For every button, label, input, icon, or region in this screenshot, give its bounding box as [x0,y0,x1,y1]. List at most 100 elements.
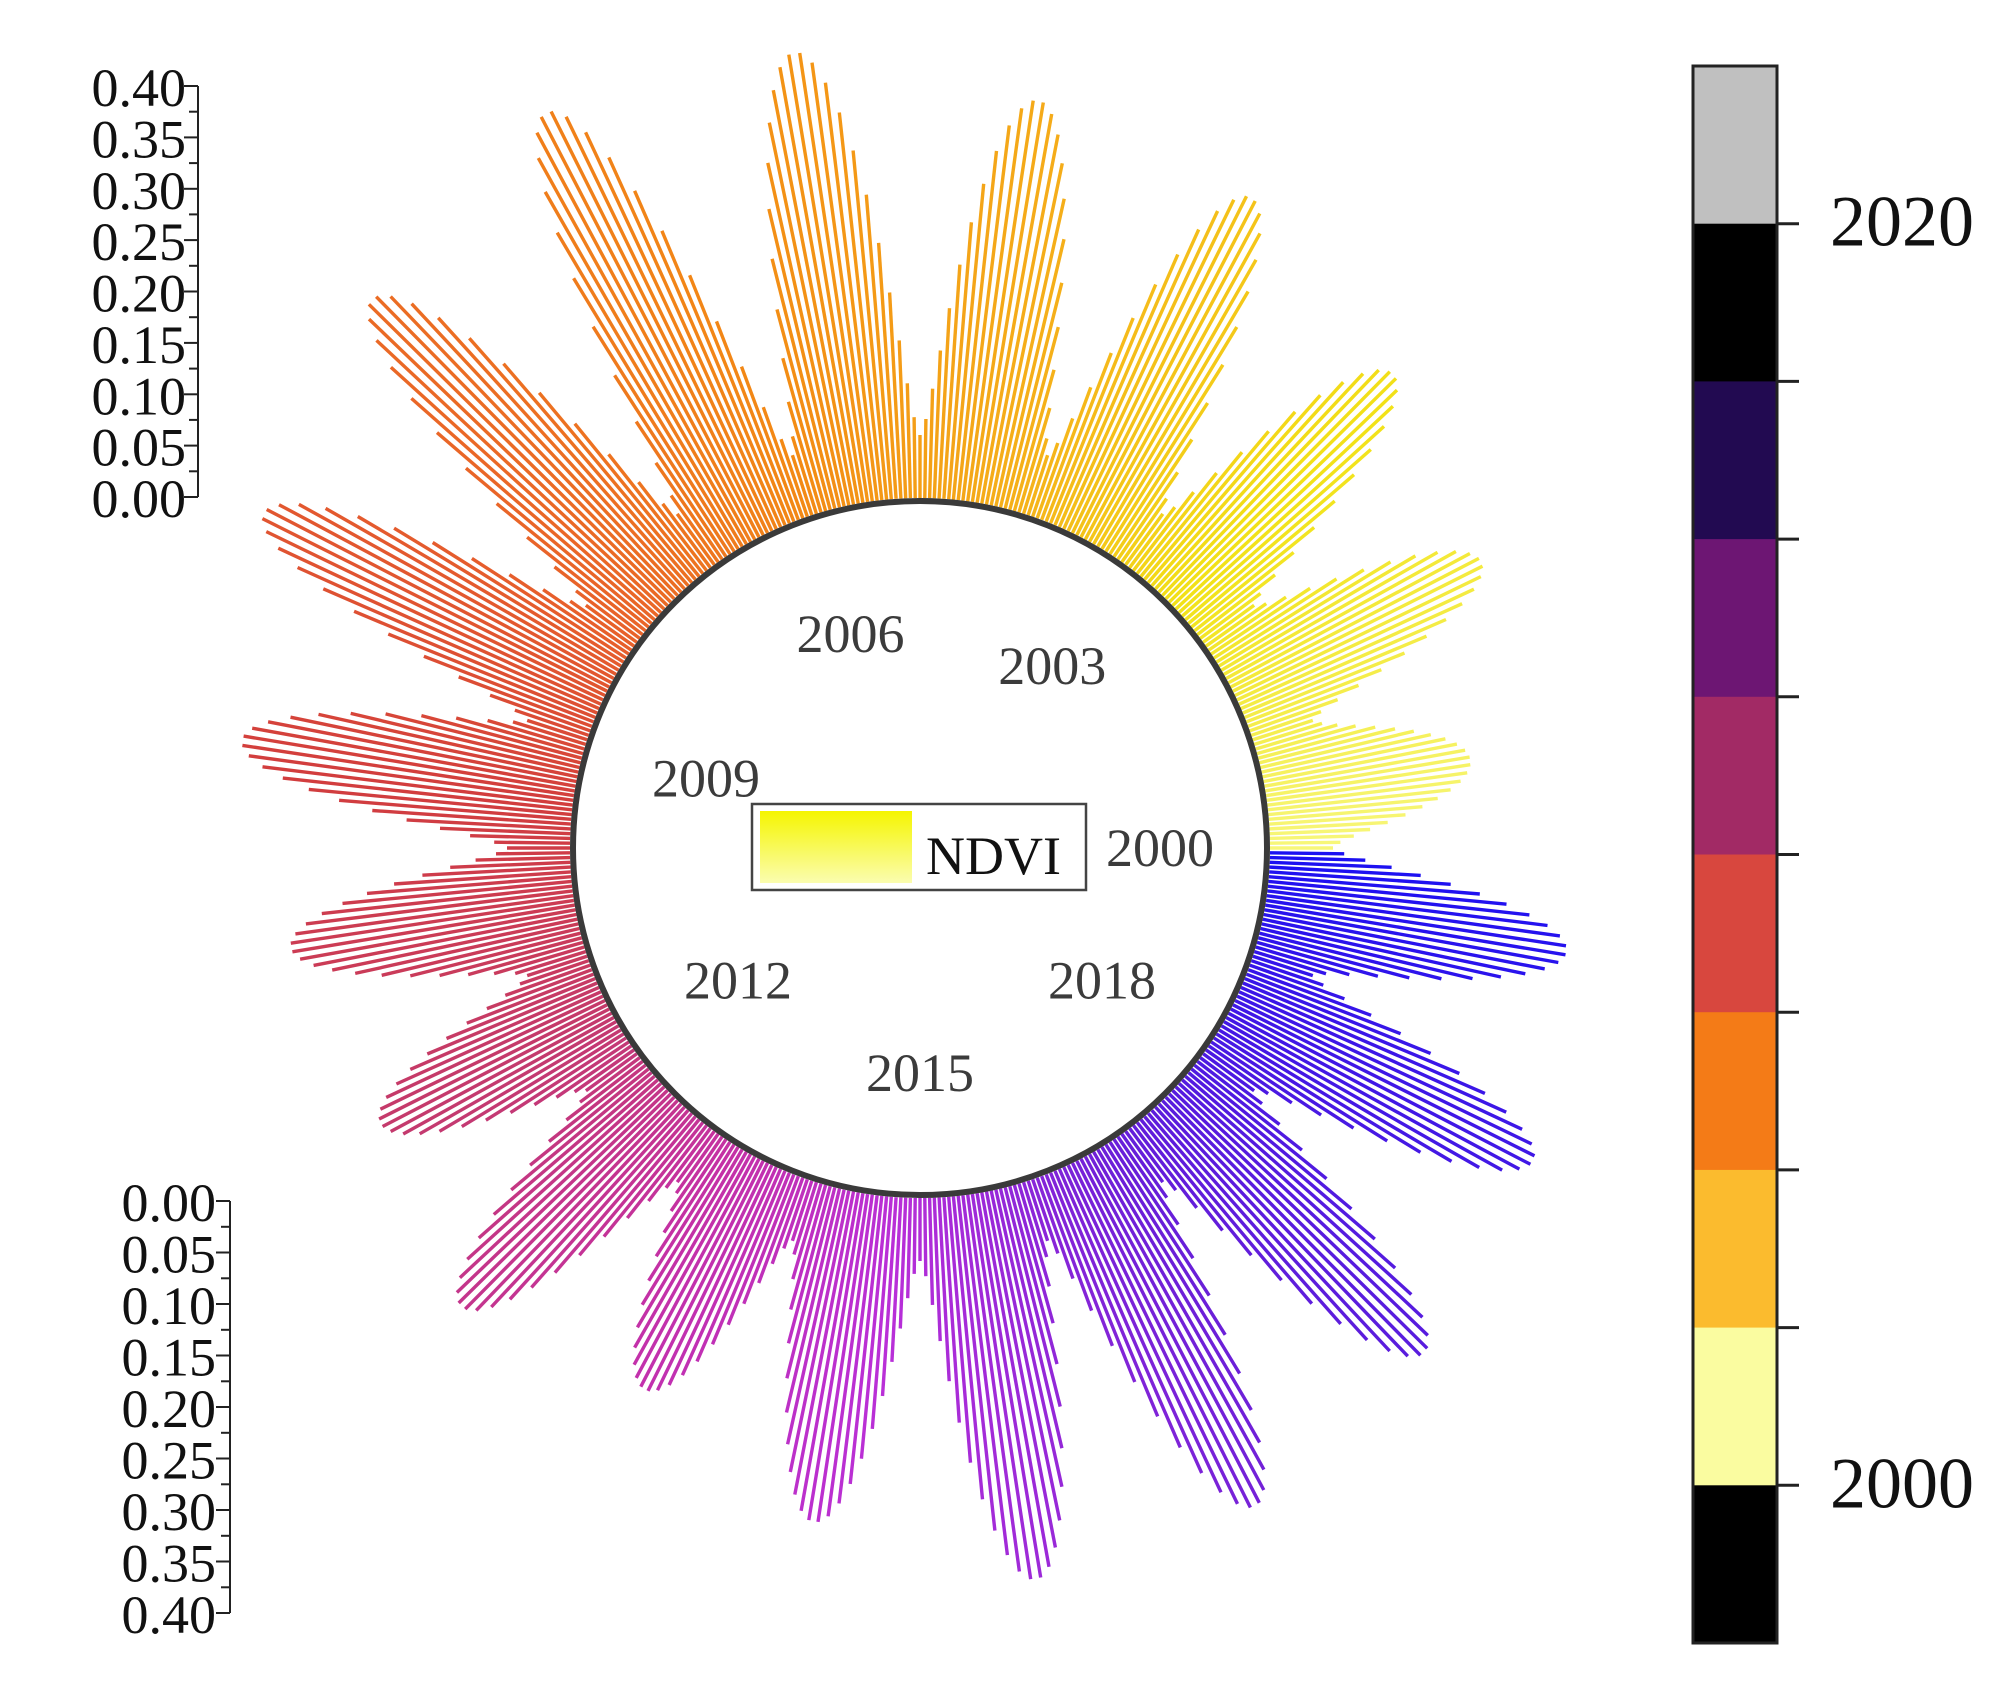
ndvi-bar [1269,865,1421,878]
ndvi-bar [387,632,596,719]
ndvi-bar [1049,1172,1137,1383]
axis-tick-label: 0.15 [122,1328,217,1388]
colorbar-segment [1693,381,1777,540]
ndvi-bar [1238,990,1507,1114]
ndvi-bar [1269,820,1388,831]
ndvi-bar [1128,1127,1178,1192]
ndvi-bar [1088,1153,1266,1471]
ndvi-bar [810,62,874,502]
axis-tick-label: 0.40 [92,58,187,118]
ndvi-bar [1220,554,1417,672]
ndvi-bar [1012,369,1056,512]
ndvi-bar [381,1007,610,1129]
ndvi-bar [1227,552,1471,685]
ndvi-bar [1035,1177,1075,1280]
ndvi-bar [573,422,701,578]
year-label: 2012 [684,950,792,1010]
ndvi-bar [674,1132,720,1195]
ndvi-bar [1154,381,1345,591]
ndvi-bar [410,397,659,618]
ndvi-bar [495,851,571,856]
ndvi-bar [509,1036,627,1115]
ndvi-bar [565,1060,644,1122]
ndvi-bar [464,466,653,625]
ndvi-bar [951,183,986,500]
ndvi-bar [1143,430,1270,581]
ndvi-bar [537,391,697,581]
ndvi-bar [1177,1082,1413,1296]
ndvi-bar [1202,603,1256,644]
ndvi-bar [1227,1011,1521,1171]
ndvi-bar [639,1158,761,1388]
axis-tick-label: 0.00 [122,1173,217,1233]
ndvi-bar [1244,651,1406,719]
ndvi-bar [994,198,1066,507]
ndvi-bar [947,222,974,500]
ndvi-bar [1267,889,1548,928]
ndvi-bar [790,454,814,516]
ndvi-bar [290,715,578,779]
ndvi-bar [956,150,999,501]
ndvi-bar [402,1016,615,1136]
colorbar-segment [1693,539,1777,698]
ndvi-bar [1249,697,1339,733]
ndvi-bar [661,502,712,569]
ndvi-bar [591,325,736,553]
ndvi-bar [799,1192,860,1512]
ndvi-bar [1154,1105,1369,1342]
legend-box: NDVI [750,802,1088,892]
ndvi-bar [1116,471,1180,561]
year-label: 2009 [652,749,760,809]
ndvi-bar [539,116,761,538]
ndvi-bar [1040,386,1093,521]
ndvi-bar [466,972,595,1025]
ndvi-bar [322,587,600,711]
ndvi-bar [1215,1032,1389,1143]
ndvi-bar [1008,1185,1059,1365]
ndvi-bar [906,1197,913,1299]
year-label: 2003 [998,636,1106,696]
ndvi-bar [313,912,577,968]
ndvi-bar [393,526,622,668]
ndvi-bar [980,1192,1051,1568]
ndvi-bar [1218,1028,1422,1154]
ndvi-bar [1135,472,1218,575]
ndvi-bar [529,1067,650,1167]
ndvi-bar [1003,1187,1062,1408]
ndvi-bar [474,1099,679,1312]
ndvi-bar [897,340,908,499]
ndvi-bar [1035,417,1075,519]
ndvi-bar [766,162,846,507]
ndvi-bar [1250,709,1322,737]
ndvi-bar [761,406,805,519]
ndvi-bar [602,1118,701,1238]
ndvi-bar [775,308,832,511]
ndvi-bar [632,1153,752,1366]
ndvi-bar [1124,512,1165,566]
ndvi-bar [354,922,579,976]
ndvi-bar [654,1141,732,1258]
ndvi-bar [1207,595,1287,652]
ndvi-bar [1132,1124,1199,1209]
ndvi-bar [1112,1138,1195,1260]
ndvi-bar [1174,1085,1424,1319]
colorbar-segment [1693,1327,1777,1486]
ndvi-bar [1204,602,1268,648]
ndvi-bar [1267,788,1451,812]
ndvi-bar [331,917,578,972]
ndvi-bar [714,320,796,523]
axis-tick-label: 0.40 [122,1585,217,1645]
ndvi-bar [487,718,585,751]
axis-tick-label: 0.15 [92,315,187,375]
ndvi-bar [1143,1115,1283,1282]
ndvi-bar [436,316,686,591]
ndvi-bar [1256,724,1357,756]
ndvi-bar [1062,228,1201,530]
ndvi-bar [1164,370,1392,600]
ndvi-bar [1168,1092,1429,1350]
ndvi-bar [1210,586,1312,656]
colorbar-segment [1693,1012,1777,1171]
ndvi-bar [984,1191,1058,1548]
ndvi-bar [1139,451,1244,578]
